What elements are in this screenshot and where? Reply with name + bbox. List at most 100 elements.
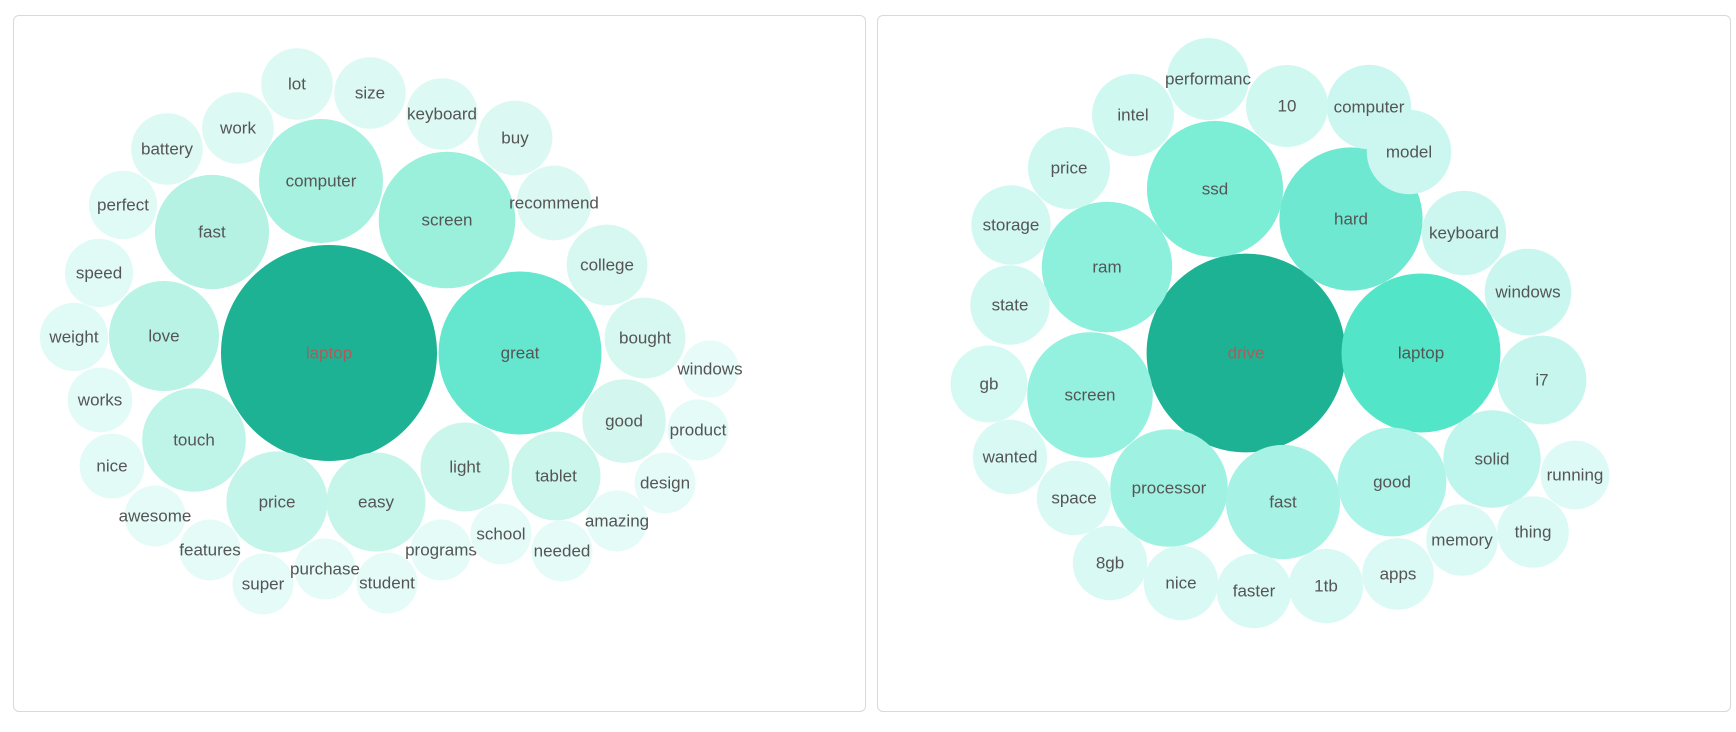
bubble-circle-computer <box>259 119 383 243</box>
bubble-label-speed: speed <box>76 264 122 283</box>
bubble-label-tablet: tablet <box>535 467 577 486</box>
bubble-label-windows: windows <box>676 360 742 379</box>
bubble-perfect: perfect <box>88 170 158 240</box>
bubble-label-drive: drive <box>1228 344 1265 363</box>
bubble-laptop: laptop <box>1341 273 1501 433</box>
bubble-label-weight: weight <box>48 328 98 347</box>
bubble-circle-laptop <box>221 245 437 461</box>
bubble-label-laptop: laptop <box>306 344 352 363</box>
bubble-circle-nice <box>1143 545 1219 621</box>
bubble-label-computer: computer <box>1334 98 1405 117</box>
bubble-circle-price <box>1028 127 1110 209</box>
bubble-memory: memory <box>1426 504 1498 576</box>
bubble-love: love <box>109 281 219 391</box>
bubble-label-intel: intel <box>1117 106 1148 125</box>
bubble-circle-love <box>109 281 219 391</box>
bubble-circle-nice <box>79 433 145 499</box>
bubble-light: light <box>420 422 510 512</box>
bubble-label-good: good <box>1373 473 1411 492</box>
bubble-intel: intel <box>1092 74 1174 156</box>
bubble-label-love: love <box>148 327 179 346</box>
bubble-circle-school <box>470 503 532 565</box>
bubble-label-10: 10 <box>1278 97 1297 116</box>
bubble-circle-screen <box>1027 332 1153 458</box>
bubble-8gb: 8gb <box>1072 525 1148 601</box>
bubble-circle-work <box>202 92 274 164</box>
bubble-weight: weight <box>39 302 109 372</box>
bubble-programs: programs <box>405 519 477 581</box>
bubble-apps: apps <box>1362 538 1434 610</box>
bubble-circle-works <box>67 367 133 433</box>
bubble-ssd: ssd <box>1146 120 1284 258</box>
bubble-screen: screen <box>1027 332 1153 458</box>
bubble-size: size <box>334 57 406 129</box>
bubble-faster: faster <box>1216 553 1292 629</box>
bubble-laptop: laptop <box>221 245 437 461</box>
bubble-computer: computer <box>259 119 383 243</box>
bubble-windows: windows <box>1484 248 1572 336</box>
bubble-label-fast: fast <box>198 223 226 242</box>
bubble-label-running: running <box>1547 466 1604 485</box>
bubble-circle-good <box>1337 427 1447 537</box>
bubble-i7: i7 <box>1497 335 1587 425</box>
bubble-10: 10 <box>1246 65 1328 147</box>
bubble-label-keyboard: keyboard <box>407 105 477 124</box>
bubble-label-price: price <box>1051 159 1088 178</box>
bubble-label-ram: ram <box>1092 258 1121 277</box>
bubble-fast: fast <box>1225 444 1341 560</box>
bubble-chart-left: laptop great screen computer fast love touch pr… <box>39 48 743 615</box>
bubble-storage: storage <box>971 185 1051 265</box>
bubble-gb: gb <box>950 345 1028 423</box>
bubble-circle-state <box>970 265 1050 345</box>
bubble-label-price: price <box>259 493 296 512</box>
bubble-circle-bought <box>604 297 686 379</box>
bubble-windows: windows <box>676 340 743 398</box>
bubble-label-light: light <box>449 458 480 477</box>
bubble-circle-speed <box>64 238 134 308</box>
bubble-label-solid: solid <box>1475 450 1510 469</box>
bubble-features: features <box>179 519 241 581</box>
bubble-battery: battery <box>131 113 203 185</box>
bubble-circle-product <box>667 399 729 461</box>
bubble-circle-faster <box>1216 553 1292 629</box>
bubble-label-product: product <box>670 421 727 440</box>
bubble-keyboard: keyboard <box>1421 190 1507 276</box>
bubble-recommend: recommend <box>509 165 599 241</box>
bubble-label-easy: easy <box>358 493 394 512</box>
bubble-label-good: good <box>605 412 643 431</box>
bubble-great: great <box>438 271 602 435</box>
bubble-circle-buy <box>477 100 553 176</box>
bubble-circle-processor <box>1110 429 1228 547</box>
bubble-label-programs: programs <box>405 541 477 560</box>
bubble-circle-lot <box>261 48 333 120</box>
bubble-chart-right: drive laptop hard ssd ram screen processor fast… <box>950 38 1610 629</box>
bubble-circle-10 <box>1246 65 1328 147</box>
bubble-circle-weight <box>39 302 109 372</box>
bubble-nice: nice <box>1143 545 1219 621</box>
bubble-product: product <box>667 399 729 461</box>
bubble-super: super <box>232 553 294 615</box>
bubble-label-nice: nice <box>1165 574 1196 593</box>
bubble-chart-panel-left: laptop great screen computer fast love touch pr… <box>13 15 866 712</box>
bubble-easy: easy <box>326 452 426 552</box>
bubble-circle-design <box>634 452 696 514</box>
bubble-circle-windows <box>681 340 739 398</box>
bubble-works: works <box>67 367 133 433</box>
bubble-circle-purchase <box>294 538 356 600</box>
bubble-circle-keyboard <box>406 78 478 150</box>
bubble-label-1tb: 1tb <box>1314 577 1338 596</box>
bubble-work: work <box>202 92 274 164</box>
bubble-circle-i7 <box>1497 335 1587 425</box>
bubble-label-awesome: awesome <box>119 507 192 526</box>
bubble-tablet: tablet <box>511 431 601 521</box>
bubble-label-screen: screen <box>421 211 472 230</box>
bubble-label-laptop: laptop <box>1398 344 1444 363</box>
bubble-label-apps: apps <box>1380 565 1417 584</box>
bubble-needed: needed <box>531 520 593 582</box>
bubble-purchase: purchase <box>290 538 360 600</box>
bubble-label-size: size <box>355 84 385 103</box>
bubble-computer: computer <box>1326 64 1412 150</box>
bubble-thing: thing <box>1497 496 1569 568</box>
bubble-label-i7: i7 <box>1535 371 1548 390</box>
bubble-circle-running <box>1540 440 1610 510</box>
